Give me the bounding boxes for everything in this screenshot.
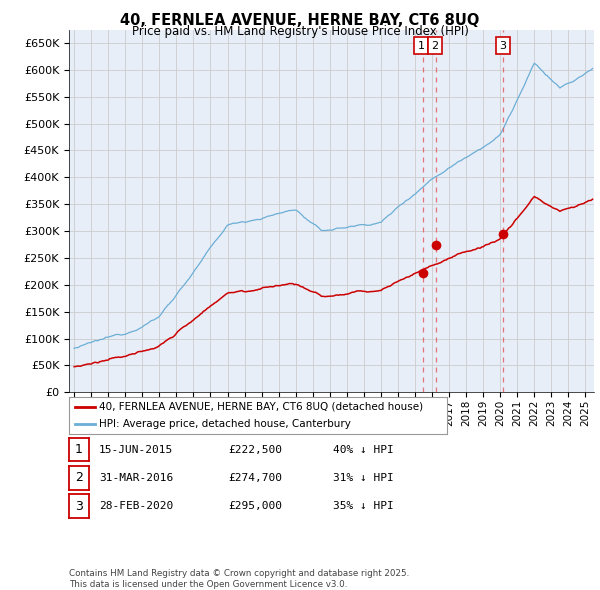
Text: 1: 1 xyxy=(418,41,424,51)
Text: 40, FERNLEA AVENUE, HERNE BAY, CT6 8UQ (detached house): 40, FERNLEA AVENUE, HERNE BAY, CT6 8UQ (… xyxy=(99,402,424,412)
Text: 31% ↓ HPI: 31% ↓ HPI xyxy=(333,473,394,483)
Text: Price paid vs. HM Land Registry's House Price Index (HPI): Price paid vs. HM Land Registry's House … xyxy=(131,25,469,38)
Text: Contains HM Land Registry data © Crown copyright and database right 2025.
This d: Contains HM Land Registry data © Crown c… xyxy=(69,569,409,589)
Text: 2: 2 xyxy=(431,41,438,51)
Text: 3: 3 xyxy=(75,500,83,513)
Text: 31-MAR-2016: 31-MAR-2016 xyxy=(99,473,173,483)
Text: 3: 3 xyxy=(499,41,506,51)
Text: 28-FEB-2020: 28-FEB-2020 xyxy=(99,502,173,511)
Text: 15-JUN-2015: 15-JUN-2015 xyxy=(99,445,173,454)
Text: HPI: Average price, detached house, Canterbury: HPI: Average price, detached house, Cant… xyxy=(99,419,351,429)
Text: £274,700: £274,700 xyxy=(228,473,282,483)
Text: 40, FERNLEA AVENUE, HERNE BAY, CT6 8UQ: 40, FERNLEA AVENUE, HERNE BAY, CT6 8UQ xyxy=(121,13,479,28)
Text: £222,500: £222,500 xyxy=(228,445,282,454)
Text: 35% ↓ HPI: 35% ↓ HPI xyxy=(333,502,394,511)
Text: 2: 2 xyxy=(75,471,83,484)
Text: 40% ↓ HPI: 40% ↓ HPI xyxy=(333,445,394,454)
Text: 1: 1 xyxy=(75,443,83,456)
Text: £295,000: £295,000 xyxy=(228,502,282,511)
